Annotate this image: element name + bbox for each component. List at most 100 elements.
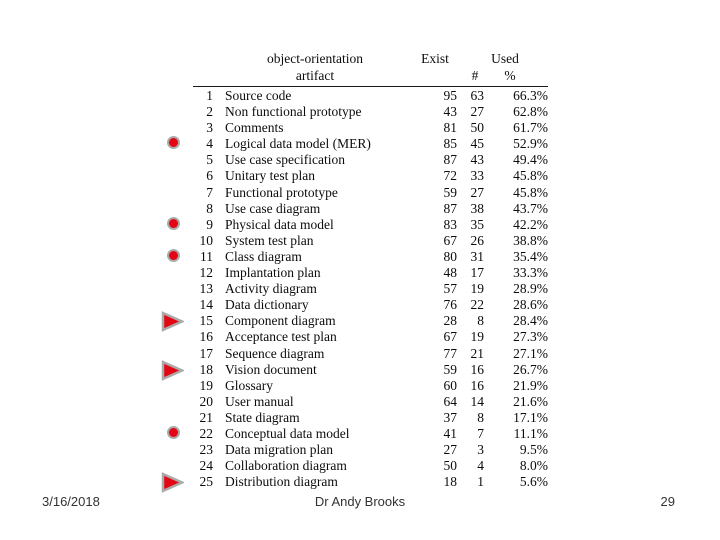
row-number: 22 bbox=[199, 425, 214, 441]
exist-count: 67 bbox=[443, 329, 458, 345]
used-percent: 42.2% bbox=[513, 216, 548, 232]
exist-count: 37 bbox=[443, 409, 458, 425]
row-number: 20 bbox=[199, 393, 214, 409]
exist-count: 83 bbox=[443, 216, 458, 232]
marker-cell bbox=[161, 359, 188, 381]
used-count: 1 bbox=[477, 474, 484, 490]
used-percent: 38.8% bbox=[513, 232, 548, 248]
red-circle-icon bbox=[167, 248, 180, 262]
row-number: 24 bbox=[199, 458, 214, 474]
table-row: 24 Collaboration diagram 50 4 8.0% bbox=[162, 458, 549, 474]
used-count: 27 bbox=[470, 184, 485, 200]
used-count: 8 bbox=[477, 313, 484, 329]
exist-count: 81 bbox=[443, 120, 458, 136]
used-count: 8 bbox=[477, 409, 484, 425]
table-row: 20 User manual 64 14 21.6% bbox=[162, 393, 549, 410]
table-row: 4 Logical data model (MER) 85 45 52.9% bbox=[162, 136, 548, 152]
exist-count: 85 bbox=[443, 136, 458, 152]
artifact-name: Collaboration diagram bbox=[225, 458, 347, 474]
used-percent: 28.6% bbox=[513, 297, 548, 313]
row-number: 13 bbox=[199, 281, 214, 297]
artifact-name: User manual bbox=[225, 393, 294, 409]
artifact-name: Use case specification bbox=[225, 152, 345, 168]
artifact-name: Acceptance test plan bbox=[225, 329, 337, 345]
artifact-name: Physical data model bbox=[225, 216, 334, 232]
used-count: 19 bbox=[470, 329, 485, 345]
used-count: 22 bbox=[470, 297, 485, 313]
footer-date: 3/16/2018 bbox=[42, 494, 100, 509]
artifact-name: Data dictionary bbox=[225, 297, 309, 313]
row-number: 6 bbox=[206, 168, 213, 184]
exist-count: 59 bbox=[443, 184, 458, 200]
table-row: 17 Sequence diagram 77 21 27.1% bbox=[162, 345, 549, 362]
exist-count: 18 bbox=[443, 474, 458, 490]
row-number: 19 bbox=[199, 377, 214, 393]
exist-count: 57 bbox=[443, 281, 458, 297]
artifact-name: State diagram bbox=[225, 409, 300, 425]
row-number: 3 bbox=[206, 120, 213, 136]
used-percent: 27.1% bbox=[513, 345, 548, 361]
used-count: 27 bbox=[470, 104, 485, 120]
exist-count: 67 bbox=[443, 232, 458, 248]
table-row: 6 Unitary test plan 72 33 45.8% bbox=[162, 168, 548, 184]
used-percent: 43.7% bbox=[513, 200, 548, 216]
header-used-count: # bbox=[471, 68, 479, 83]
marker-cell bbox=[162, 410, 188, 426]
exist-count: 27 bbox=[443, 442, 458, 458]
red-circle-icon bbox=[167, 216, 180, 230]
marker-cell bbox=[162, 88, 188, 104]
header-used-percent: % bbox=[504, 68, 516, 83]
marker-cell bbox=[162, 425, 188, 442]
marker-cell bbox=[162, 185, 188, 201]
artifact-name: Component diagram bbox=[225, 313, 336, 329]
footer-author: Dr Andy Brooks bbox=[314, 494, 406, 509]
marker-cell bbox=[162, 281, 188, 297]
used-percent: 49.4% bbox=[513, 152, 548, 168]
table-header: object-orientation artifact Exist Used #… bbox=[162, 50, 548, 86]
used-percent: 52.9% bbox=[513, 136, 548, 152]
used-percent: 9.5% bbox=[519, 442, 548, 458]
used-percent: 45.8% bbox=[513, 184, 548, 200]
exist-count: 72 bbox=[443, 168, 458, 184]
used-percent: 61.7% bbox=[513, 120, 548, 136]
table-body: 1 Source code 9 5 6 3 66.3% 2 Non function… bbox=[161, 87, 549, 494]
used-percent: 28.9% bbox=[513, 281, 548, 297]
table-row: 13 Activity diagram 57 19 28.9% bbox=[162, 281, 549, 297]
row-number: 16 bbox=[199, 329, 214, 345]
row-number: 9 bbox=[206, 216, 213, 232]
table-row: 9 Physical data model 83 35 42.2% bbox=[162, 216, 548, 233]
row-number: 5 bbox=[206, 152, 213, 168]
header-exist: Exist bbox=[421, 51, 449, 66]
marker-cell bbox=[162, 378, 188, 394]
table-row: 10 System test plan 67 26 38.8% bbox=[162, 232, 549, 249]
red-circle-icon bbox=[167, 136, 180, 150]
used-count: 35 bbox=[470, 216, 485, 232]
red-triangle-icon bbox=[161, 311, 184, 333]
used-count: 16 bbox=[470, 377, 485, 393]
exist-count: 64 bbox=[443, 393, 458, 409]
used-count: 16 bbox=[470, 361, 485, 377]
table-row: 11 Class diagram 80 31 35.4% bbox=[162, 248, 548, 265]
exist-count: 76 bbox=[443, 297, 458, 313]
table-row: 15 Component diagram 28 8 28.4% bbox=[161, 311, 548, 333]
table-row: 2 Non functional prototype 43 27 62.8% bbox=[162, 104, 548, 120]
artifact-name: Sequence diagram bbox=[225, 345, 325, 361]
exist-count: 87 bbox=[443, 200, 458, 216]
row-number: 12 bbox=[199, 265, 214, 281]
artifact-name: Use case diagram bbox=[225, 200, 321, 216]
table-row: 3 Comments 81 50 61.7% bbox=[162, 120, 548, 136]
used-count: 19 bbox=[470, 281, 485, 297]
artifact-name: Source code bbox=[225, 88, 292, 103]
used-percent: 26.7% bbox=[513, 361, 548, 377]
row-number: 21 bbox=[199, 409, 214, 425]
exist-count: 60 bbox=[443, 377, 458, 393]
artifact-name: Distribution diagram bbox=[225, 474, 338, 490]
marker-cell bbox=[162, 216, 188, 233]
table-row: 19 Glossary 60 16 21.9% bbox=[162, 377, 549, 394]
artifact-name: System test plan bbox=[225, 232, 314, 248]
row-number: 2 bbox=[206, 104, 213, 120]
used-count: 21 bbox=[470, 345, 485, 361]
used-percent: 66.3% bbox=[513, 88, 548, 103]
marker-cell bbox=[162, 442, 188, 458]
table-row: 5 Use case specification 87 43 49.4% bbox=[162, 152, 548, 168]
